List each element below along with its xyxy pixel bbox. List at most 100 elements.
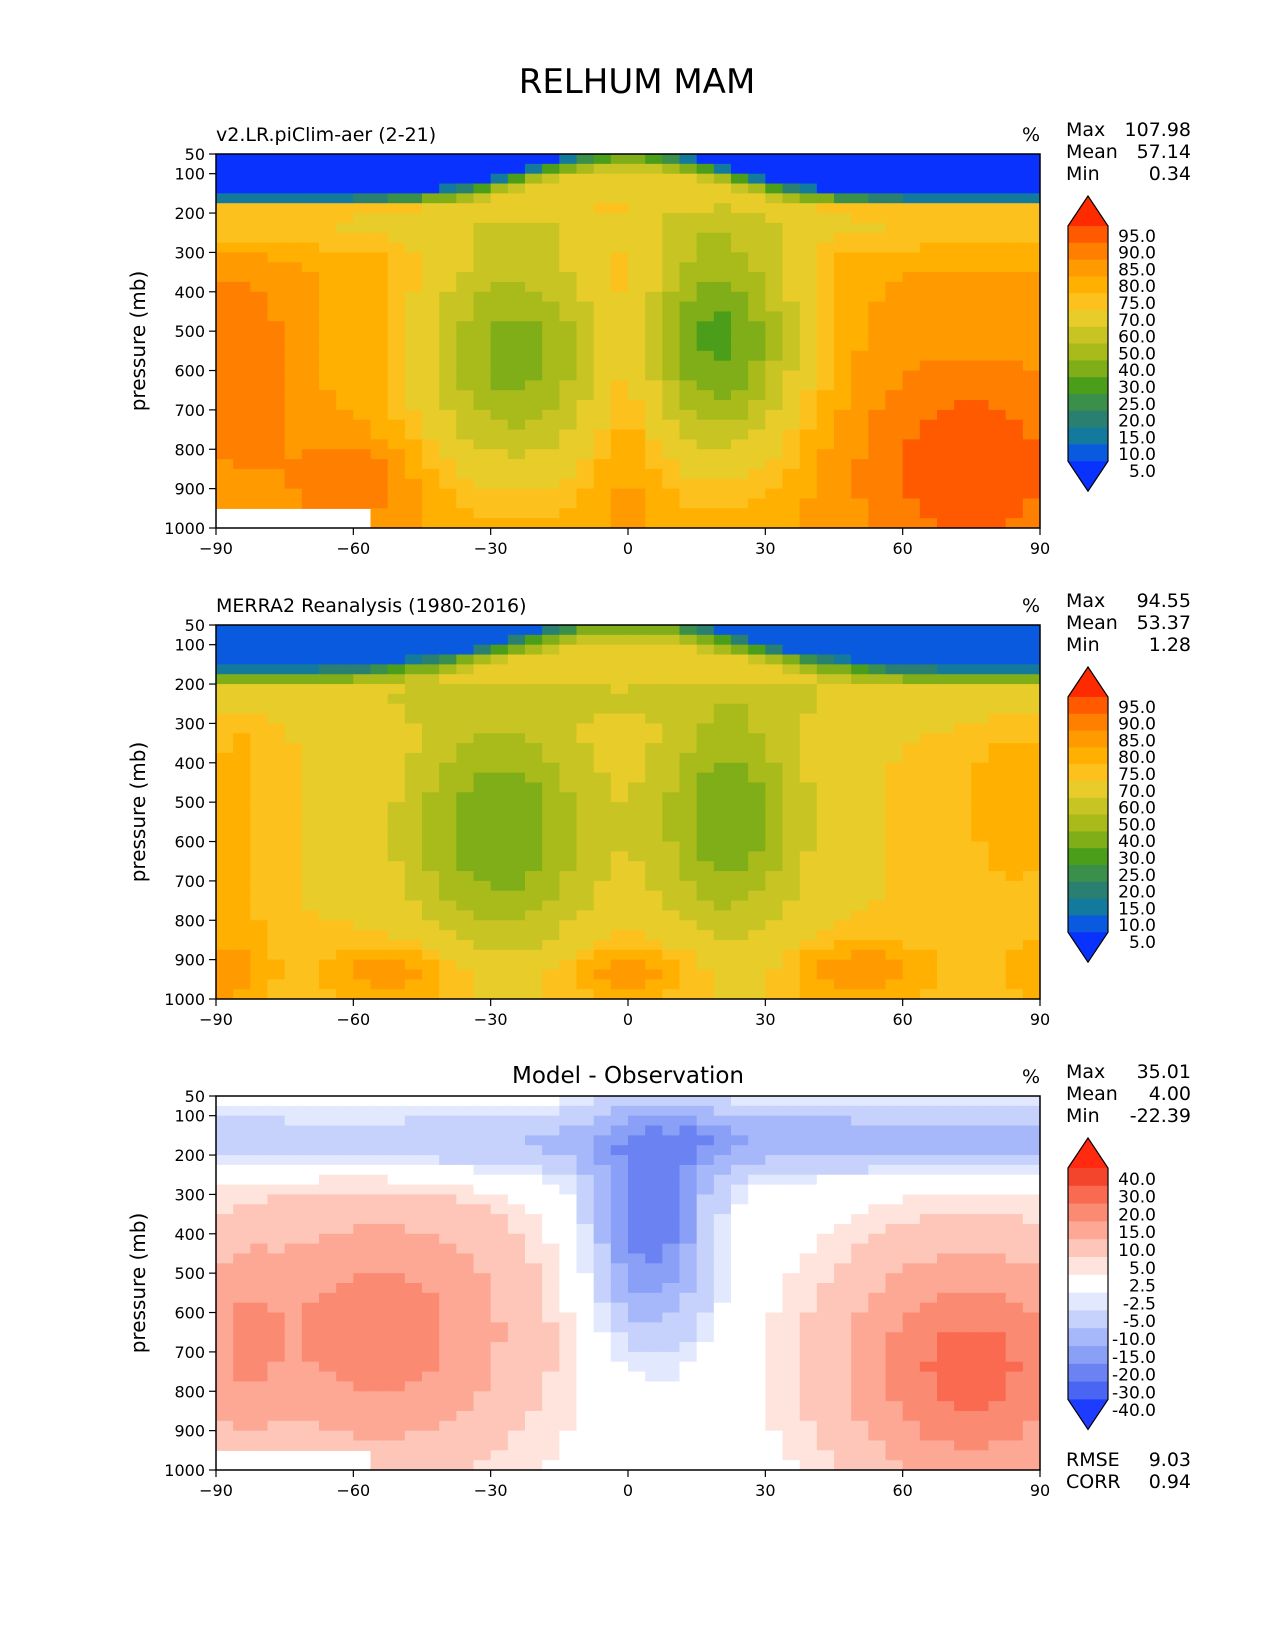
contour-cell <box>593 920 612 931</box>
stat-min-label: Min <box>1066 163 1100 185</box>
contour-cell <box>284 841 303 852</box>
contour-cell <box>954 380 972 391</box>
contour-cell <box>250 654 269 665</box>
contour-cell <box>559 154 578 165</box>
contour-cell <box>696 1283 715 1294</box>
contour-cell <box>628 468 646 480</box>
contour-cell <box>525 625 543 636</box>
stat-max-value: 94.55 <box>1137 590 1191 612</box>
contour-cell <box>696 1214 715 1225</box>
contour-cell <box>576 969 595 980</box>
contour-cell <box>696 341 715 352</box>
contour-cell <box>954 1302 972 1314</box>
contour-cell <box>250 1253 269 1264</box>
contour-cell <box>353 193 372 204</box>
contour-cell <box>490 498 509 509</box>
contour-cell <box>576 301 595 313</box>
contour-cell <box>422 1145 440 1156</box>
contour-cell <box>507 1223 526 1235</box>
contour-cell <box>507 232 526 244</box>
colorbar-swatch <box>1068 377 1108 395</box>
contour-cell <box>868 821 887 833</box>
contour-cell <box>250 1302 269 1314</box>
contour-cell <box>645 1214 663 1225</box>
contour-cell <box>525 400 543 411</box>
contour-cell <box>696 331 715 342</box>
contour-cell <box>799 252 818 263</box>
contour-cell <box>1022 380 1040 391</box>
contour-cell <box>1022 1145 1040 1156</box>
contour-cell <box>679 1243 698 1255</box>
contour-cell <box>1022 1184 1040 1196</box>
contour-cell <box>696 380 715 391</box>
contour-cell <box>370 193 389 204</box>
contour-cell <box>233 1223 251 1235</box>
contour-cell <box>353 1096 372 1107</box>
contour-cell <box>319 341 337 352</box>
contour-cell <box>645 341 663 352</box>
contour-cell <box>868 1302 887 1314</box>
contour-cell <box>834 762 852 774</box>
contour-cell <box>851 1243 869 1255</box>
contour-cell <box>713 390 732 401</box>
contour-cell <box>816 459 835 470</box>
contour-cell <box>233 782 251 793</box>
contour-cell <box>679 1115 698 1127</box>
contour-cell <box>954 1253 972 1264</box>
contour-cell <box>937 890 955 902</box>
contour-cell <box>971 331 990 342</box>
contour-cell <box>387 1105 406 1117</box>
contour-cell <box>988 930 1007 941</box>
contour-cell <box>816 163 835 175</box>
contour-cell <box>490 1283 509 1294</box>
contour-cell <box>353 831 372 843</box>
contour-cell <box>267 281 286 293</box>
contour-cell <box>301 449 320 460</box>
contour-cell <box>507 979 526 990</box>
contour-cell <box>542 350 560 362</box>
contour-cell <box>696 851 715 862</box>
contour-cell <box>1022 213 1040 224</box>
contour-cell <box>851 341 869 352</box>
contour-cell <box>645 812 663 823</box>
contour-cell <box>782 459 801 470</box>
contour-cell <box>542 1292 560 1304</box>
contour-cell <box>902 1223 921 1235</box>
contour-cell <box>1022 1273 1040 1284</box>
contour-cell <box>765 634 784 646</box>
contour-cell <box>404 1194 423 1205</box>
contour-cell <box>713 1194 732 1205</box>
contour-cell <box>868 762 887 774</box>
contour-cell <box>919 419 938 431</box>
contour-cell <box>1005 459 1024 470</box>
contour-cell <box>628 203 646 214</box>
contour-cell <box>336 1125 354 1136</box>
contour-cell <box>593 242 612 254</box>
contour-cell <box>782 1194 801 1205</box>
contour-cell <box>422 851 440 862</box>
contour-cell <box>816 1105 835 1117</box>
contour-cell <box>387 654 406 665</box>
contour-cell <box>816 684 835 695</box>
contour-cell <box>919 193 938 204</box>
contour-cell <box>645 291 663 303</box>
contour-cell <box>301 900 320 912</box>
contour-cell <box>834 468 852 480</box>
contour-cell <box>370 634 389 646</box>
contour-cell <box>628 674 646 685</box>
contour-cell <box>456 674 475 685</box>
contour-cell <box>370 733 389 744</box>
colorbar-tick-label: 25.0 <box>1118 866 1156 886</box>
contour-cell <box>301 183 320 194</box>
contour-cell <box>525 478 543 490</box>
contour-cell <box>439 1312 457 1323</box>
contour-cell <box>816 723 835 734</box>
contour-cell <box>559 644 578 656</box>
contour-cell <box>628 1125 646 1136</box>
contour-cell <box>679 508 698 519</box>
contour-cell <box>525 272 543 283</box>
contour-cell <box>610 272 629 283</box>
contour-cell <box>319 1145 337 1156</box>
contour-cell <box>387 772 406 784</box>
